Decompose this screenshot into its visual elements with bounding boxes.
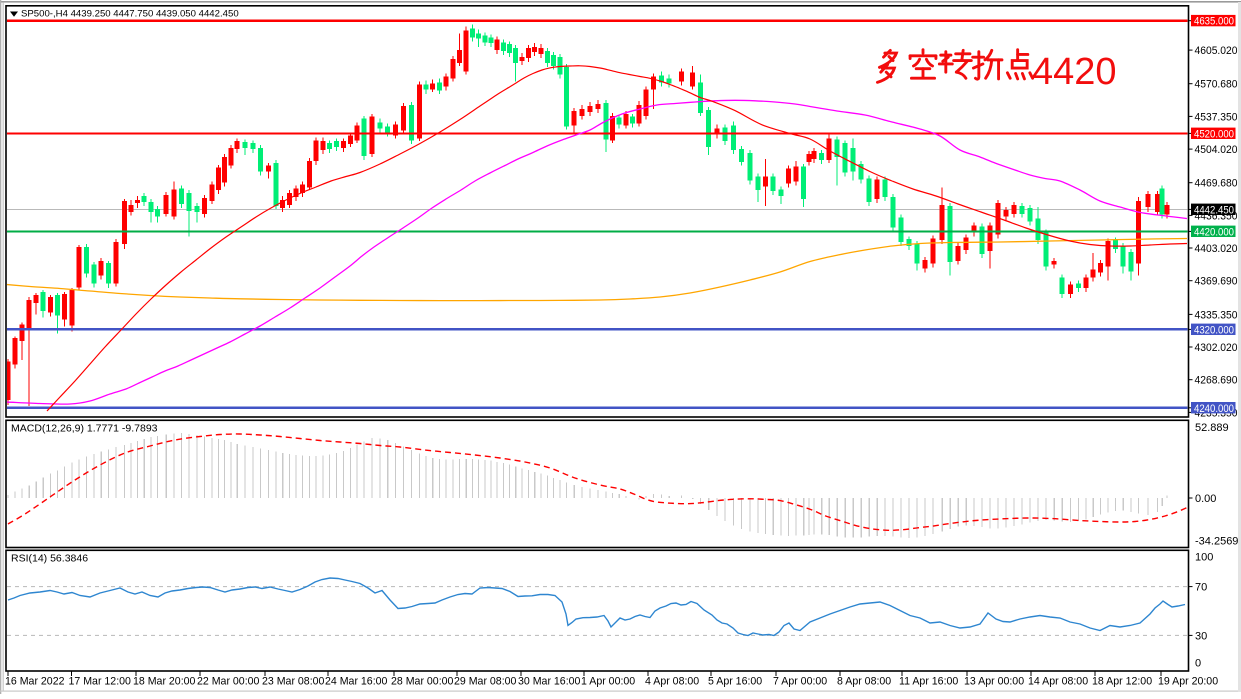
svg-text:4302.020: 4302.020 [1195,342,1238,354]
svg-text:11 Apr 16:00: 11 Apr 16:00 [899,676,958,688]
svg-text:4442.450: 4442.450 [1194,204,1234,216]
svg-text:23 Mar 08:00: 23 Mar 08:00 [262,676,325,688]
svg-text:24 Mar 16:00: 24 Mar 16:00 [325,676,388,688]
svg-text:4403.020: 4403.020 [1195,243,1238,255]
svg-text:52.889: 52.889 [1195,422,1229,434]
svg-text:SP500-,H4 4439.250 4447.750 4: SP500-,H4 4439.250 4447.750 4439.050 444… [21,8,239,19]
svg-text:4420.000: 4420.000 [1194,226,1234,238]
svg-text:0: 0 [1195,658,1201,670]
svg-text:18 Mar 20:00: 18 Mar 20:00 [133,676,196,688]
svg-text:30 Mar 16:00: 30 Mar 16:00 [518,676,581,688]
svg-text:4268.690: 4268.690 [1195,375,1238,387]
svg-text:4504.020: 4504.020 [1195,144,1238,156]
svg-text:4605.020: 4605.020 [1195,45,1238,57]
svg-text:14 Apr 08:00: 14 Apr 08:00 [1028,676,1088,688]
svg-text:19 Apr 20:00: 19 Apr 20:00 [1158,676,1218,688]
svg-text:MACD(12,26,9) 1.7771 -9.7893: MACD(12,26,9) 1.7771 -9.7893 [11,423,158,435]
svg-text:4320.000: 4320.000 [1194,324,1234,336]
svg-text:4369.690: 4369.690 [1195,276,1238,288]
svg-text:16 Mar 2022: 16 Mar 2022 [5,676,65,688]
svg-text:4420: 4420 [1032,51,1117,93]
svg-text:-34.2569: -34.2569 [1195,536,1238,548]
svg-text:70: 70 [1195,582,1207,594]
svg-text:7 Apr 00:00: 7 Apr 00:00 [773,676,827,688]
svg-text:RSI(14) 56.3846: RSI(14) 56.3846 [11,553,88,565]
svg-text:4570.680: 4570.680 [1195,79,1238,91]
svg-text:28 Mar 00:00: 28 Mar 00:00 [391,676,454,688]
svg-text:4537.350: 4537.350 [1195,111,1238,123]
svg-text:100: 100 [1195,552,1213,564]
svg-text:4469.680: 4469.680 [1195,178,1238,190]
svg-text:29 Mar 08:00: 29 Mar 08:00 [454,676,517,688]
svg-text:4520.000: 4520.000 [1194,128,1234,140]
svg-text:18 Apr 12:00: 18 Apr 12:00 [1092,676,1152,688]
svg-text:22 Mar 00:00: 22 Mar 00:00 [197,676,260,688]
svg-text:5 Apr 16:00: 5 Apr 16:00 [708,676,762,688]
svg-text:0.00: 0.00 [1195,493,1216,505]
svg-text:17 Mar 12:00: 17 Mar 12:00 [69,676,132,688]
svg-text:30: 30 [1195,630,1207,642]
svg-text:8 Apr 08:00: 8 Apr 08:00 [837,676,891,688]
svg-text:4635.000: 4635.000 [1194,16,1234,28]
svg-text:4240.000: 4240.000 [1194,403,1234,415]
svg-text:4335.350: 4335.350 [1195,309,1238,321]
svg-text:13 Apr 00:00: 13 Apr 00:00 [964,676,1024,688]
svg-text:4 Apr 08:00: 4 Apr 08:00 [645,676,699,688]
svg-text:1 Apr 00:00: 1 Apr 00:00 [581,676,635,688]
